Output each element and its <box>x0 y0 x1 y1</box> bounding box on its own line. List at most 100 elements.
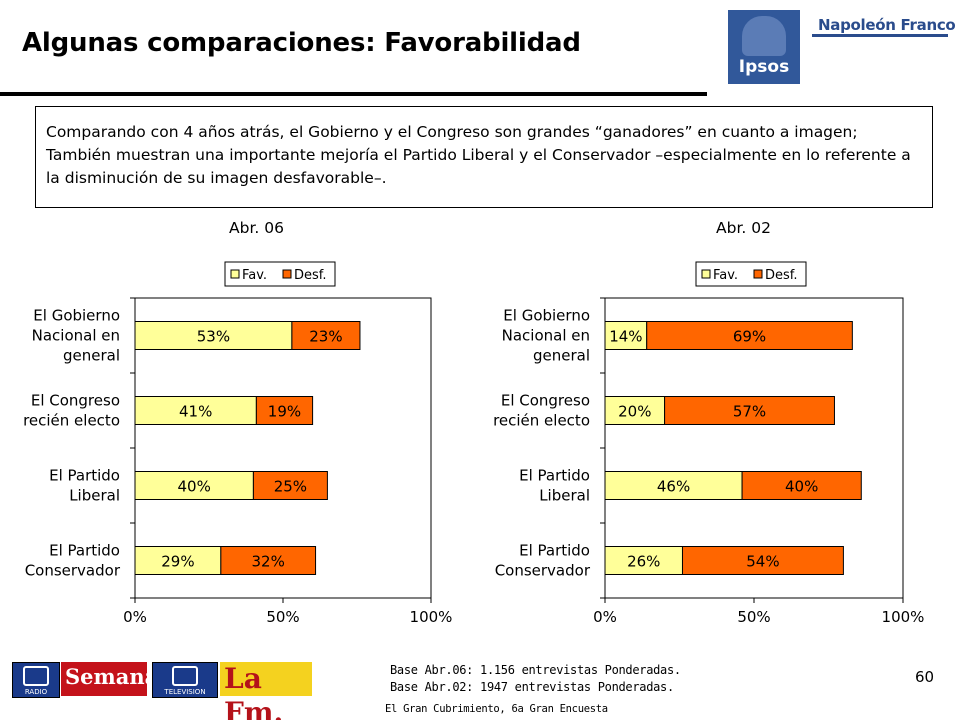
category-label-line: Conservador <box>25 562 121 580</box>
bar-fav <box>604 321 648 350</box>
legend-label-desf: Desf. <box>294 268 327 283</box>
napoleon-franco-underline <box>812 34 948 37</box>
category-label-line: Nacional en <box>502 327 590 345</box>
rcn-radio-logo: RADIO <box>12 662 60 698</box>
bar-desf <box>646 321 853 350</box>
category-label: El Gobierno Nacional en general <box>502 307 590 365</box>
category-label-line: general <box>63 347 120 365</box>
category-label-line: El Gobierno <box>33 307 120 325</box>
data-label-fav: 40% <box>178 478 211 496</box>
bar-fav <box>134 396 257 425</box>
data-label-desf: 19% <box>268 403 301 421</box>
category-label-line: El Partido <box>49 467 120 485</box>
legend-swatch-desf <box>753 269 763 279</box>
category-label-line: Conservador <box>495 562 591 580</box>
data-label-desf: 25% <box>274 478 307 496</box>
category-label-line: El Partido <box>49 542 120 560</box>
data-label-desf: 54% <box>746 553 779 571</box>
base-line-abr06: Base Abr.06: 1.156 entrevistas Ponderada… <box>390 663 681 677</box>
bar-fav <box>134 321 293 350</box>
bar-fav <box>134 546 222 575</box>
bar-desf <box>681 546 844 575</box>
legend-label-desf: Desf. <box>765 268 798 283</box>
rcn-tv-mark <box>172 666 198 686</box>
bar-desf <box>220 546 317 575</box>
x-tick-label: 0% <box>593 608 617 626</box>
category-label-line: general <box>533 347 590 365</box>
legend-label-fav: Fav. <box>713 268 738 283</box>
ipsos-logo-mark <box>742 16 786 56</box>
rcn-radio-mark <box>23 666 49 686</box>
legend-swatch-desf <box>282 269 292 279</box>
category-label: El Partido Liberal <box>519 467 590 505</box>
la-fm-logo: La Fm. <box>220 662 312 720</box>
title-underline <box>0 92 707 96</box>
data-label-desf: 69% <box>733 328 766 346</box>
bar-desf <box>291 321 361 350</box>
category-label-line: Liberal <box>539 487 590 505</box>
category-label-line: recién electo <box>493 412 590 430</box>
bar-desf <box>664 396 835 425</box>
data-label-fav: 46% <box>657 478 690 496</box>
bar-desf <box>252 471 328 500</box>
category-label: El Congreso recién electo <box>493 392 590 430</box>
bar-fav <box>134 471 254 500</box>
category-label-line: El Congreso <box>501 392 590 410</box>
category-label: El Partido Liberal <box>49 467 120 505</box>
page-number: 60 <box>915 668 935 686</box>
legend: Fav. Desf. <box>224 261 336 287</box>
data-label-desf: 57% <box>733 403 766 421</box>
legend-swatch-fav <box>230 269 240 279</box>
category-label-line: El Partido <box>519 542 590 560</box>
ipsos-logo: Ipsos <box>728 10 800 84</box>
ipsos-logo-text: Ipsos <box>738 57 790 77</box>
x-tick-label: 50% <box>737 608 770 626</box>
category-label: El Congreso recién electo <box>23 392 120 430</box>
napoleon-franco-logo: Napoleón Franco <box>818 16 956 34</box>
source-note: El Gran Cubrimiento, 6a Gran Encuesta <box>385 703 608 715</box>
category-label-line: El Gobierno <box>503 307 590 325</box>
rcn-tv-text: TELEVISION <box>164 688 206 696</box>
description-text: Comparando con 4 años atrás, el Gobierno… <box>46 123 911 187</box>
category-label-line: recién electo <box>23 412 120 430</box>
bar-fav <box>604 396 666 425</box>
category-label-line: El Partido <box>519 467 590 485</box>
page-title: Algunas comparaciones: Favorabilidad <box>22 28 581 58</box>
description-box: Comparando con 4 años atrás, el Gobierno… <box>35 106 933 208</box>
rcn-radio-text: RADIO <box>24 688 48 696</box>
bar-fav <box>604 546 683 575</box>
data-label-fav: 20% <box>618 403 651 421</box>
chart-abr02: Fav. Desf. 0% 50% 100% 14% 69% El Gobierno Nacio… <box>493 261 925 626</box>
bar-desf <box>255 396 314 425</box>
data-label-desf: 40% <box>785 478 818 496</box>
base-line-abr02: Base Abr.02: 1947 entrevistas Ponderadas… <box>390 680 674 694</box>
category-label: El Partido Conservador <box>495 542 591 580</box>
bar-desf <box>741 471 862 500</box>
x-tick-label: 50% <box>266 608 299 626</box>
x-tick-label: 100% <box>410 608 453 626</box>
data-label-fav: 14% <box>609 328 642 346</box>
bar-fav <box>604 471 743 500</box>
semana-logo: Semana <box>61 662 158 696</box>
category-label: El Gobierno Nacional en general <box>32 307 120 365</box>
rcn-tv-logo: TELEVISION <box>152 662 218 698</box>
category-label-line: El Congreso <box>31 392 120 410</box>
legend-box <box>224 261 336 287</box>
legend-box <box>695 261 807 287</box>
chart-title-abr06: Abr. 06 <box>229 219 284 237</box>
chart-title-abr02: Abr. 02 <box>716 219 771 237</box>
data-label-fav: 26% <box>627 553 660 571</box>
data-label-desf: 23% <box>309 328 342 346</box>
data-label-desf: 32% <box>252 553 285 571</box>
legend-swatch-fav <box>701 269 711 279</box>
x-tick-label: 0% <box>123 608 147 626</box>
data-label-fav: 53% <box>197 328 230 346</box>
category-label-line: Nacional en <box>32 327 120 345</box>
legend: Fav. Desf. <box>695 261 807 287</box>
base-note: Base Abr.06: 1.156 entrevistas Ponderada… <box>390 662 681 696</box>
x-tick-label: 100% <box>882 608 925 626</box>
data-label-fav: 29% <box>161 553 194 571</box>
category-label: El Partido Conservador <box>25 542 121 580</box>
data-label-fav: 41% <box>179 403 212 421</box>
